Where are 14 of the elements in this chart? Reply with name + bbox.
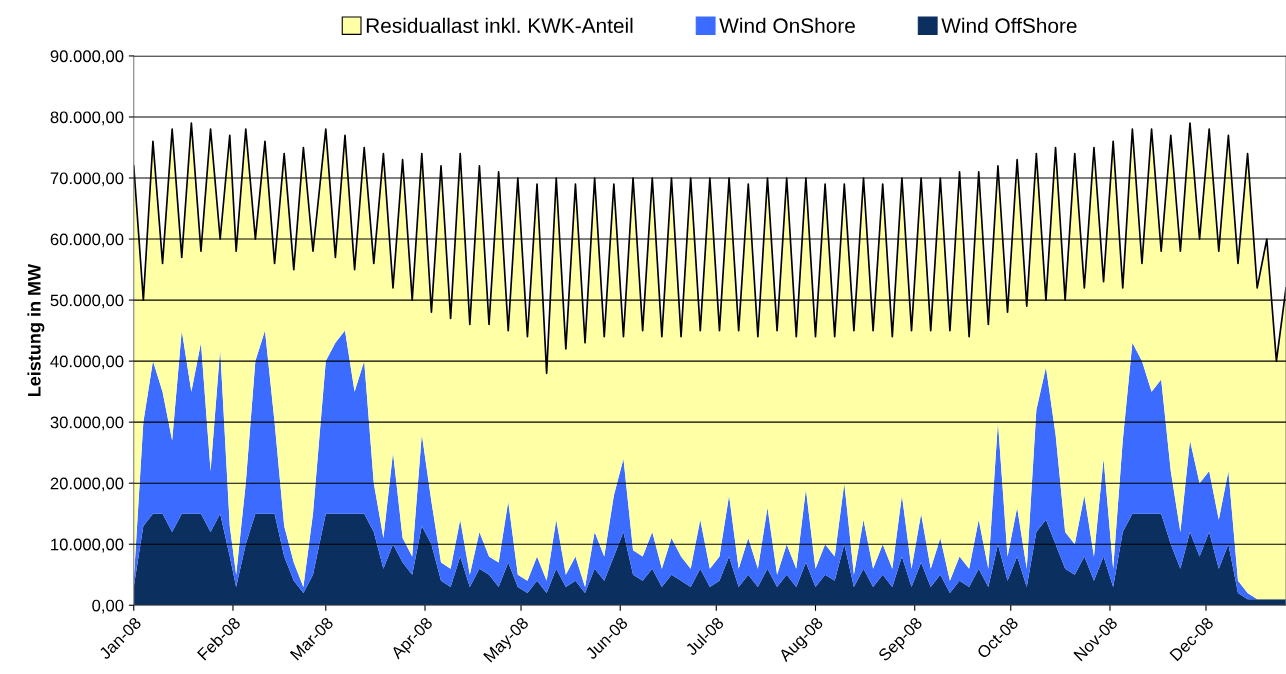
y-tick-label: 50.000,00 <box>50 294 124 309</box>
y-tick-label: 0,00 <box>92 599 124 614</box>
y-tick-label: 30.000,00 <box>50 416 124 431</box>
y-tick-label: 10.000,00 <box>51 538 124 553</box>
y-axis-title: Leistung in MW <box>27 263 45 397</box>
y-tick-label: 90.000,00 <box>50 50 124 65</box>
y-tick-label: 60.000,00 <box>50 233 124 248</box>
y-tick-label: 70.000,00 <box>50 172 124 187</box>
y-tick-label: 20.000,00 <box>50 477 124 492</box>
legend-label: Residuallast inkl. KWK-Anteil <box>366 17 633 34</box>
y-tick-label: 80.000,00 <box>50 111 124 126</box>
y-tick-label: 40.000,00 <box>50 355 124 370</box>
legend-label: Wind OffShore <box>941 17 1077 34</box>
legend-label: Wind OnShore <box>719 17 855 34</box>
